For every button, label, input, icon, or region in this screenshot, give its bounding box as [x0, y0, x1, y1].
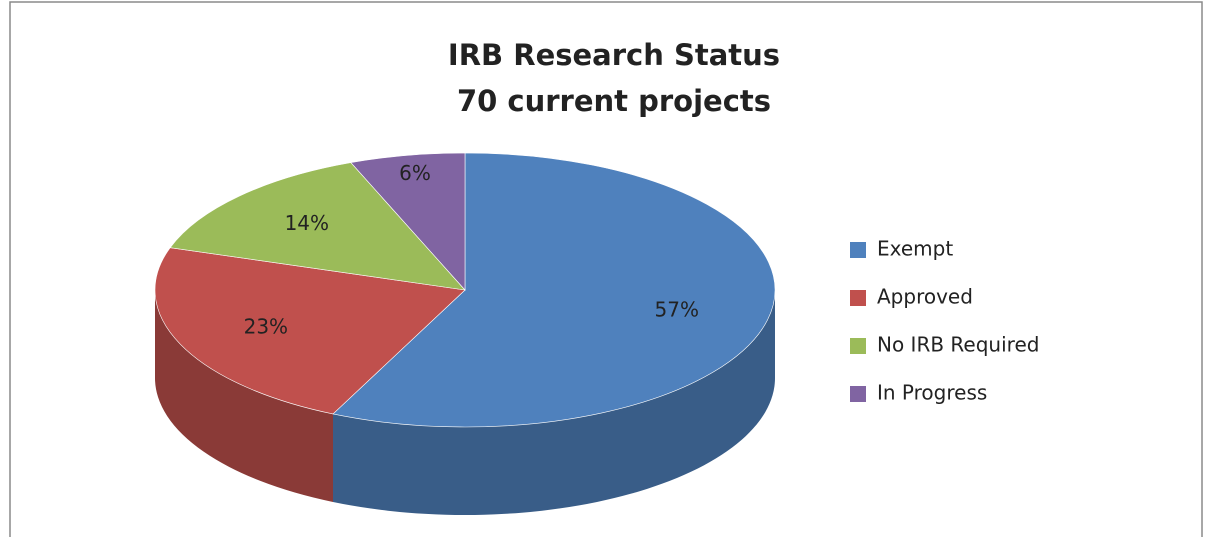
data-label: 14%	[285, 211, 329, 235]
legend-swatch	[850, 386, 866, 402]
legend-label: Approved	[877, 285, 973, 309]
chart-subtitle: 70 current projects	[457, 84, 771, 118]
pie-slice	[350, 152, 466, 291]
legend-label: No IRB Required	[877, 333, 1039, 357]
chart-title: IRB Research Status	[448, 38, 780, 72]
legend-swatch	[850, 338, 866, 354]
legend-label: In Progress	[877, 381, 987, 405]
data-label: 6%	[399, 161, 431, 185]
data-label: 57%	[655, 297, 699, 321]
legend-swatch	[850, 290, 866, 306]
pie-slice	[154, 247, 466, 415]
pie-slice	[332, 152, 776, 428]
pie-slice	[169, 162, 466, 291]
pie-side	[333, 290, 775, 515]
data-label: 23%	[244, 315, 288, 339]
pie-side	[155, 290, 334, 502]
legend-label: Exempt	[877, 237, 953, 261]
chart-frame	[9, 1, 1203, 537]
legend-swatch	[850, 242, 866, 258]
